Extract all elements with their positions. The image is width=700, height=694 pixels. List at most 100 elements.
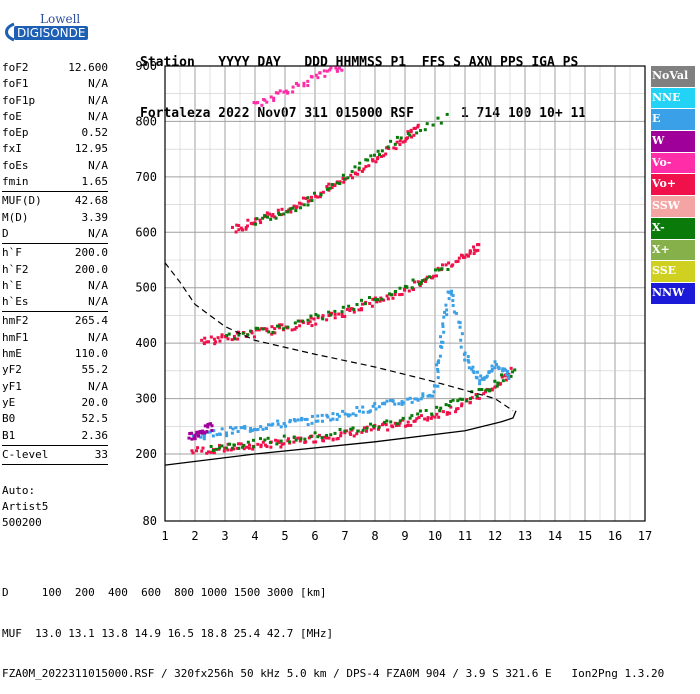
legend-item: SSE <box>651 261 695 283</box>
echo-point <box>254 326 258 330</box>
echo-point <box>228 442 232 446</box>
echo-point <box>258 218 262 222</box>
echo-point <box>441 340 445 344</box>
echo-point <box>275 442 279 446</box>
echo-point <box>350 176 354 180</box>
echo-point <box>448 291 452 295</box>
echo-point <box>362 167 366 171</box>
echo-point <box>282 422 286 426</box>
ionogram-plot: 1 2 3 4 5 6 7 8 9 10 11 12 13 14 15 16 17802003004005006… <box>135 59 652 543</box>
echo-point <box>465 253 469 257</box>
echo-point <box>338 428 342 432</box>
echo-point <box>440 345 444 349</box>
param-row: foF1p N/A <box>2 93 108 109</box>
echo-point <box>309 316 313 320</box>
echo-point <box>333 431 337 435</box>
echo-point <box>299 202 303 206</box>
echo-point <box>413 397 417 401</box>
echo-point <box>196 434 200 438</box>
param-name: foF1 <box>2 77 29 91</box>
echo-point <box>191 451 195 455</box>
echo-point <box>441 410 445 414</box>
legend-item: Vo+ <box>651 174 695 197</box>
echo-point <box>195 430 199 434</box>
param-name: B0 <box>2 412 16 426</box>
param-name: hmF1 <box>2 330 29 344</box>
echo-point <box>477 396 481 400</box>
echo-point <box>490 364 494 368</box>
echo-point <box>435 363 439 367</box>
echo-point <box>509 374 513 378</box>
echo-point <box>335 418 339 422</box>
echo-point <box>202 434 206 438</box>
echo-point <box>451 304 455 308</box>
echo-point <box>386 428 390 432</box>
echo-point <box>382 154 386 158</box>
echo-point <box>246 218 250 222</box>
echo-point <box>331 412 335 416</box>
echo-point <box>228 425 232 429</box>
echo-point <box>209 450 213 454</box>
echo-point <box>294 326 298 330</box>
param-name: D <box>2 226 9 240</box>
echo-point <box>357 409 361 413</box>
echo-point <box>274 438 278 442</box>
echo-point <box>327 314 331 318</box>
echo-point <box>314 322 318 326</box>
echo-point <box>500 375 504 379</box>
echo-point <box>220 427 224 431</box>
echo-point <box>333 309 337 313</box>
x-tick-label: 17 <box>638 529 652 543</box>
echo-point <box>373 296 377 300</box>
echo-point <box>346 176 350 180</box>
echo-point <box>474 249 478 253</box>
echo-point <box>234 426 238 430</box>
echo-point <box>245 445 249 449</box>
echo-point <box>432 384 436 388</box>
echo-point <box>418 282 422 286</box>
echo-point <box>416 398 420 402</box>
echo-point <box>241 228 245 232</box>
param-value: N/A <box>88 278 108 292</box>
echo-point <box>203 342 207 346</box>
echo-point <box>263 214 267 218</box>
echo-point <box>458 321 462 325</box>
echo-point <box>345 307 349 311</box>
echo-point <box>216 336 220 340</box>
echo-point <box>436 384 440 388</box>
echo-point <box>270 332 274 336</box>
echo-point <box>208 430 212 434</box>
echo-point <box>306 199 310 203</box>
echo-point <box>341 173 345 177</box>
echo-point <box>268 440 272 444</box>
legend-item: NoVal <box>651 66 695 88</box>
legend-item: X- <box>651 217 695 240</box>
echo-point <box>472 252 476 256</box>
auto-code: 500200 <box>2 516 42 529</box>
echo-point <box>436 367 440 371</box>
echo-point <box>252 427 256 431</box>
echo-point <box>310 324 314 328</box>
footer-muf-row: MUF 13.0 13.1 13.8 14.9 16.5 18.8 25.4 4… <box>2 626 334 640</box>
echo-point <box>480 388 484 392</box>
param-row: yE 20.0 <box>2 395 108 411</box>
echo-point <box>415 417 419 421</box>
echo-point <box>429 394 433 398</box>
echo-point <box>314 440 318 444</box>
param-name: h`F2 <box>2 262 29 276</box>
echo-point <box>325 433 329 437</box>
echo-point <box>267 423 271 427</box>
echo-point <box>454 311 458 315</box>
echo-point <box>406 132 410 136</box>
echo-point <box>299 437 303 441</box>
echo-point <box>349 173 353 177</box>
echo-point <box>278 89 282 93</box>
color-legend: NoVal NNE E W Vo- Vo+ SSW X- X+ SSE NNW <box>651 66 695 305</box>
echo-point <box>423 278 427 282</box>
echo-point <box>282 212 286 216</box>
param-name: yF1 <box>2 379 22 393</box>
echo-point <box>190 437 194 441</box>
echo-point <box>399 136 403 140</box>
echo-point <box>421 394 425 398</box>
echo-point <box>237 228 241 232</box>
